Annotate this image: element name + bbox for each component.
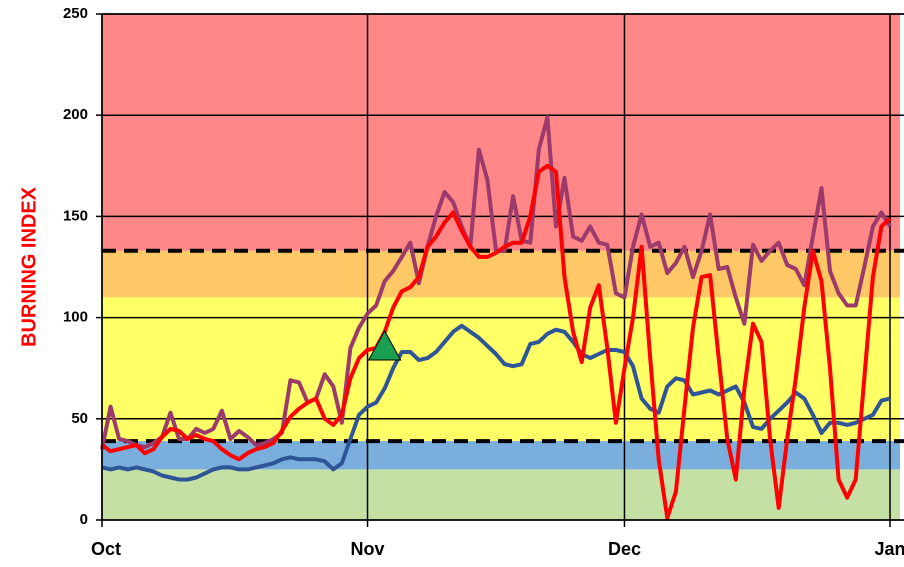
band [102, 469, 900, 520]
y-tick-label: 200 [63, 106, 88, 123]
lines [100, 115, 892, 520]
x-tick-label: Oct [91, 539, 121, 559]
bands [102, 14, 900, 520]
y-tick-label: 100 [63, 309, 88, 326]
x-tick-label: Jan [874, 539, 904, 559]
marker-triangle [367, 329, 402, 361]
x-tick-label: Dec [608, 539, 641, 559]
y-tick-label: 50 [71, 410, 88, 427]
y-tick-label: 150 [63, 207, 88, 224]
band [102, 14, 900, 251]
y-tick-label: 0 [80, 511, 88, 528]
y-axis-title: BURNING INDEX [18, 186, 40, 347]
band [102, 441, 900, 470]
series-line [101, 323, 891, 482]
x-tick-label: Nov [351, 539, 385, 559]
y-tick-label: 250 [63, 5, 88, 22]
axes: 0 50 100 150 200 250 Oct Nov Dec Jan [63, 5, 904, 559]
series-line [100, 163, 892, 520]
band [102, 250, 900, 298]
